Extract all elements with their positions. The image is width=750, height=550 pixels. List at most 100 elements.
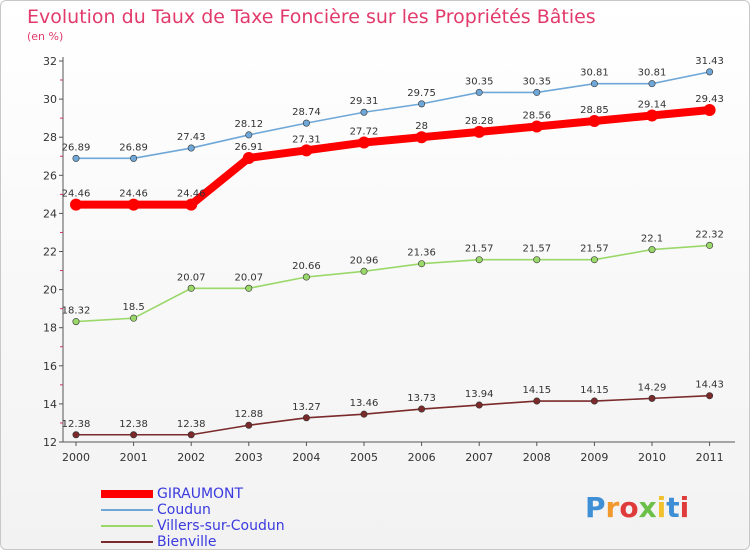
proxiti-logo: Proxiti (585, 491, 690, 524)
data-label-villers-sur-coudun: 21.57 (580, 244, 609, 255)
data-label-villers-sur-coudun: 21.36 (407, 248, 436, 259)
x-tick-label: 2006 (408, 451, 436, 464)
data-point-coudun (187, 144, 195, 152)
legend-label: Coudun (157, 502, 211, 518)
data-point-bienville (590, 397, 598, 405)
x-tick-label: 2008 (523, 451, 551, 464)
x-tick-label: 2009 (580, 451, 608, 464)
data-label-coudun: 28.74 (292, 107, 321, 118)
data-point-coudun (130, 154, 138, 162)
chart-title: Evolution du Taux de Taxe Foncière sur l… (27, 6, 596, 28)
x-tick-label: 2003 (235, 451, 263, 464)
data-point-bienville (302, 414, 310, 422)
data-point-coudun (72, 154, 80, 162)
data-point-bienville (245, 421, 253, 429)
data-point-giraumont (300, 144, 313, 157)
series-line-bienville (75, 394, 711, 436)
data-label-villers-sur-coudun: 20.07 (177, 272, 206, 283)
data-label-giraumont: 28 (415, 121, 428, 132)
legend-swatch (101, 509, 153, 511)
data-label-giraumont: 27.72 (350, 127, 379, 138)
data-point-giraumont (530, 120, 543, 133)
y-tick-label: 20 (43, 284, 57, 297)
y-tick-label: 26 (43, 169, 57, 182)
data-point-giraumont (70, 198, 82, 211)
data-label-villers-sur-coudun: 21.57 (465, 244, 494, 255)
data-point-bienville (72, 431, 80, 439)
data-label-villers-sur-coudun: 22.32 (695, 229, 724, 240)
y-tick-label: 12 (43, 436, 57, 449)
data-point-villers-sur-coudun (130, 314, 138, 322)
data-point-bienville (418, 405, 426, 413)
x-tick-label: 2002 (177, 451, 205, 464)
data-label-villers-sur-coudun: 20.96 (350, 255, 379, 266)
data-label-coudun: 30.81 (580, 68, 609, 79)
x-tick-label: 2000 (62, 451, 90, 464)
data-label-giraumont: 27.31 (292, 134, 321, 145)
data-label-villers-sur-coudun: 20.66 (292, 261, 321, 272)
data-label-coudun: 30.35 (465, 76, 494, 87)
data-point-coudun (706, 68, 714, 76)
data-point-bienville (706, 392, 714, 400)
data-point-giraumont (473, 125, 486, 138)
legend-swatch (101, 490, 153, 498)
data-point-coudun (360, 108, 368, 116)
data-label-giraumont: 28.28 (465, 116, 494, 127)
data-point-coudun (533, 88, 541, 96)
data-point-villers-sur-coudun (302, 273, 310, 281)
data-label-giraumont: 26.91 (234, 142, 263, 153)
data-label-bienville: 12.38 (177, 419, 206, 430)
y-tick-label: 24 (43, 207, 57, 220)
data-label-bienville: 14.15 (522, 385, 551, 396)
data-point-giraumont (703, 103, 716, 116)
data-label-coudun: 31.43 (695, 56, 724, 67)
data-label-coudun: 26.89 (62, 142, 91, 153)
data-label-coudun: 26.89 (119, 142, 148, 153)
data-point-villers-sur-coudun (187, 284, 195, 292)
data-point-giraumont (415, 131, 428, 144)
data-label-villers-sur-coudun: 18.32 (62, 306, 91, 317)
data-point-bienville (187, 431, 195, 439)
data-label-giraumont: 28.56 (522, 111, 551, 122)
data-label-giraumont: 29.43 (695, 94, 724, 105)
data-label-villers-sur-coudun: 22.1 (641, 234, 663, 245)
data-label-villers-sur-coudun: 20.07 (234, 272, 263, 283)
data-label-giraumont: 24.46 (177, 189, 206, 200)
data-label-bienville: 12.38 (62, 419, 91, 430)
data-label-bienville: 14.29 (638, 382, 667, 393)
x-tick-label: 2007 (465, 451, 493, 464)
data-point-giraumont (185, 198, 198, 211)
data-point-villers-sur-coudun (475, 256, 483, 264)
data-label-giraumont: 29.14 (638, 99, 667, 110)
series-line-giraumont (72, 105, 714, 209)
data-label-villers-sur-coudun: 21.57 (522, 244, 551, 255)
y-tick-label: 32 (43, 55, 57, 68)
data-point-coudun (648, 80, 656, 88)
unit-label: (en %) (27, 30, 64, 43)
data-point-villers-sur-coudun (590, 256, 598, 264)
y-tick-label: 30 (43, 93, 57, 106)
legend-label: GIRAUMONT (157, 486, 244, 502)
data-label-villers-sur-coudun: 18.5 (122, 302, 144, 313)
data-label-bienville: 14.15 (580, 385, 609, 396)
data-label-bienville: 13.46 (350, 398, 379, 409)
data-point-villers-sur-coudun (360, 267, 368, 275)
series-line-villers-sur-coudun (75, 244, 711, 323)
data-point-giraumont (127, 198, 140, 211)
data-label-coudun: 30.35 (522, 76, 551, 87)
data-point-villers-sur-coudun (533, 256, 541, 264)
data-label-coudun: 29.31 (350, 96, 379, 107)
data-label-bienville: 13.27 (292, 402, 321, 413)
data-point-villers-sur-coudun (706, 241, 714, 249)
data-point-giraumont (242, 151, 255, 164)
series-line-coudun (75, 71, 711, 160)
legend-label: Bienville (157, 534, 217, 550)
data-point-coudun (302, 119, 310, 127)
data-label-giraumont: 24.46 (62, 189, 91, 200)
data-point-coudun (245, 131, 253, 139)
y-tick-label: 14 (43, 398, 57, 411)
data-label-giraumont: 24.46 (119, 189, 148, 200)
data-label-bienville: 14.43 (695, 380, 724, 391)
data-label-bienville: 12.88 (234, 409, 263, 420)
